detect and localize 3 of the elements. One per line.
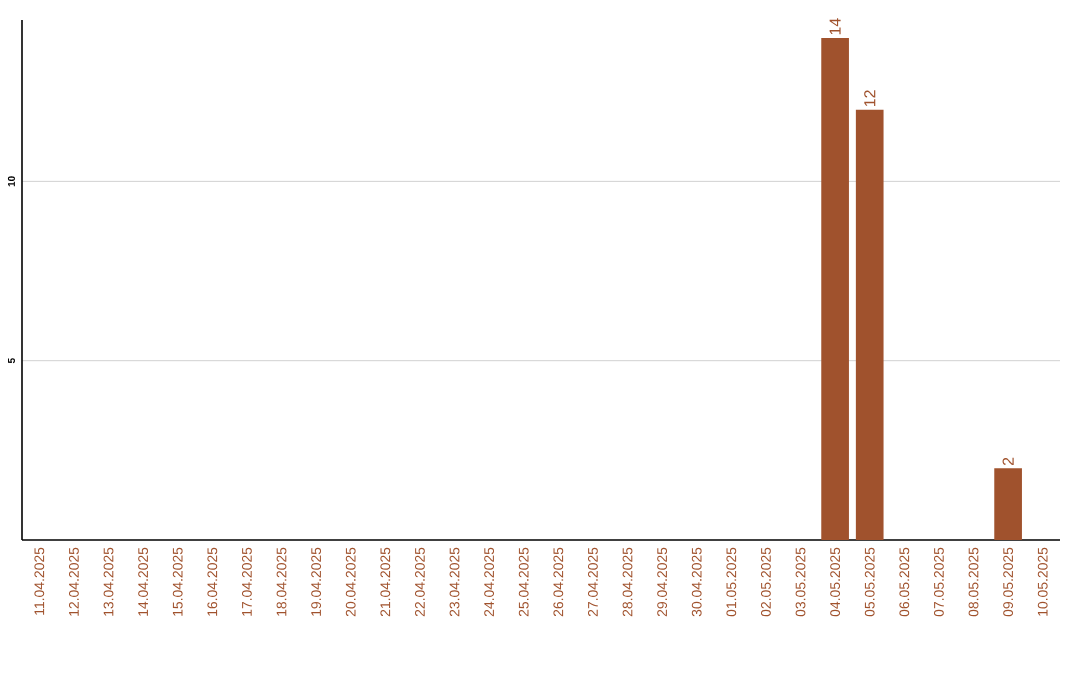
- bar: [821, 37, 849, 540]
- bar: [855, 109, 884, 540]
- bar: [994, 468, 1022, 540]
